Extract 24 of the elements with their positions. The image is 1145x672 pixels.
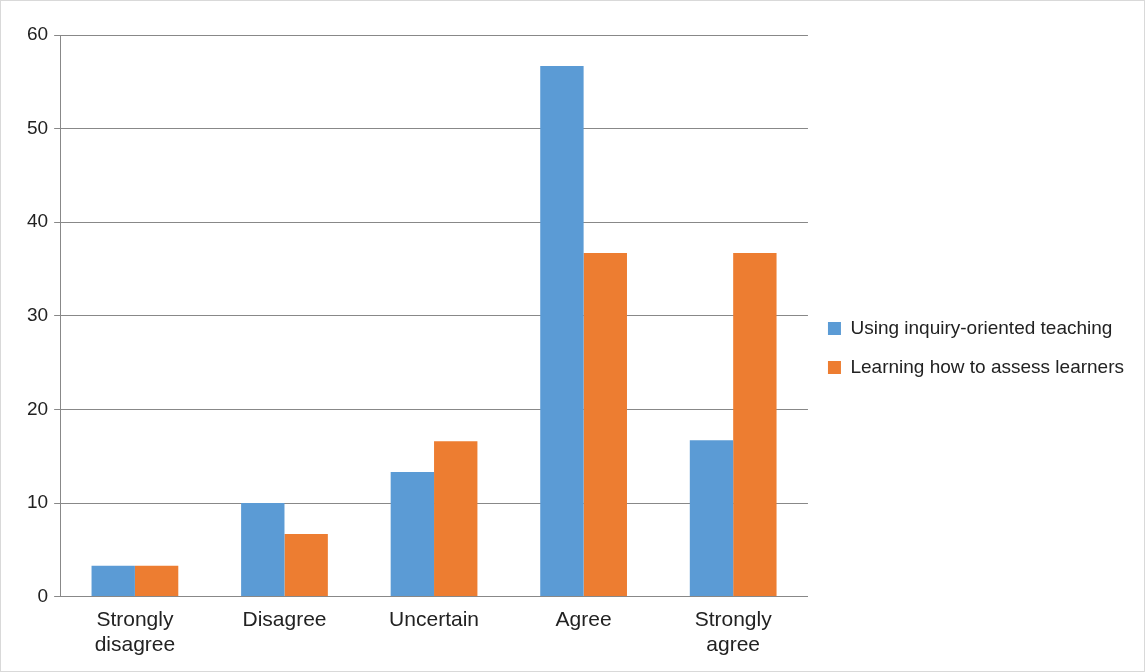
y-tick-label: 0 bbox=[37, 584, 49, 606]
x-tick-label: Agree bbox=[555, 607, 612, 630]
y-tick-label: 30 bbox=[26, 304, 49, 326]
y-tick-label: 50 bbox=[26, 116, 49, 138]
y-tick-label: 10 bbox=[26, 491, 49, 513]
bar bbox=[241, 503, 285, 597]
y-tick-label: 40 bbox=[26, 210, 49, 232]
legend-label: Using inquiry-oriented teaching bbox=[850, 316, 1113, 338]
legend-label: Learning how to assess learners bbox=[850, 355, 1124, 377]
bar bbox=[390, 472, 435, 597]
bar bbox=[434, 441, 478, 597]
bar bbox=[583, 253, 627, 597]
bar bbox=[134, 565, 179, 597]
bar bbox=[689, 440, 734, 597]
bar bbox=[733, 253, 777, 597]
y-tick-label: 60 bbox=[26, 23, 49, 45]
y-tick-label: 20 bbox=[26, 397, 49, 419]
bar bbox=[91, 565, 135, 597]
x-tick-label: Strongly disagree bbox=[94, 607, 176, 656]
x-tick-label: Strongly agree bbox=[694, 607, 773, 656]
bar bbox=[284, 533, 328, 597]
bar bbox=[540, 65, 584, 597]
x-tick-label: Disagree bbox=[242, 607, 327, 630]
x-tick-label: Uncertain bbox=[389, 607, 479, 630]
